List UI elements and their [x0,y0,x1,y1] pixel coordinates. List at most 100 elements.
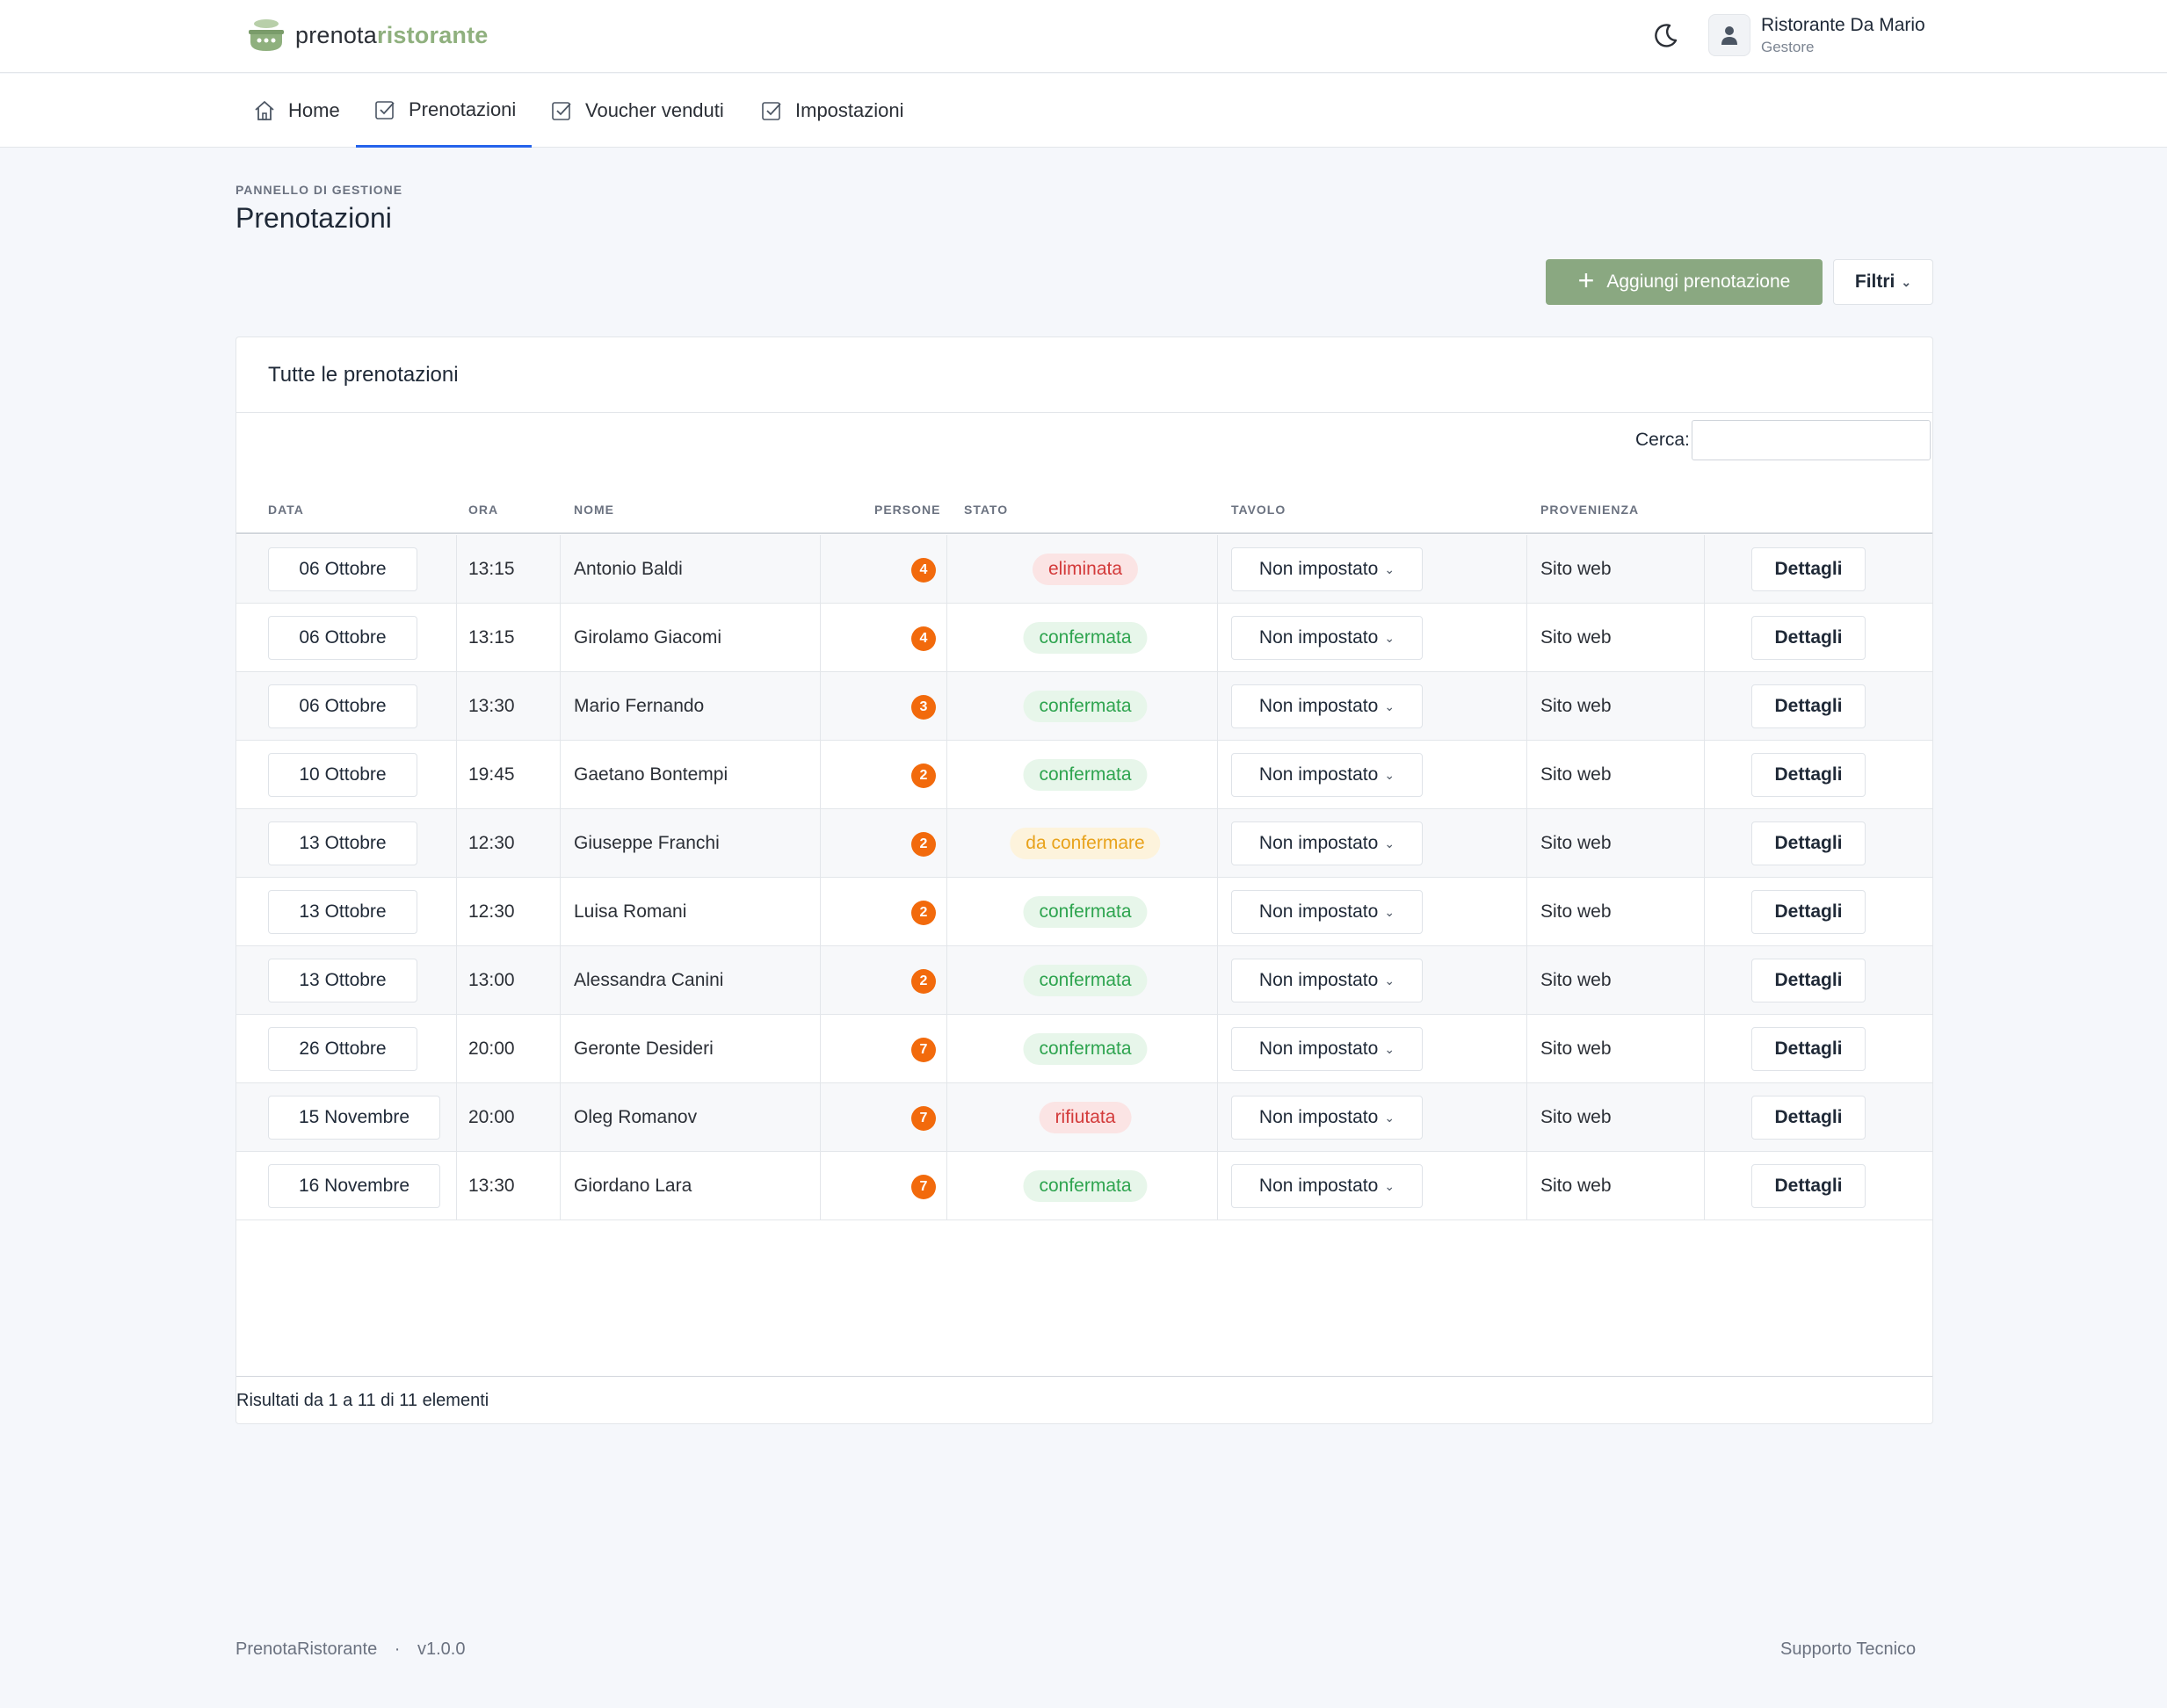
details-button[interactable]: Dettagli [1751,616,1866,660]
people-badge: 7 [911,1175,936,1199]
chevron-down-icon: ⌄ [1384,1041,1395,1056]
column-divider [1704,878,1705,945]
table-select-dropdown[interactable]: Non impostato ⌄ [1231,616,1423,660]
check-square-icon [762,102,781,120]
name-cell: Antonio Baldi [574,559,683,579]
column-divider [1217,1015,1218,1082]
user-menu[interactable]: Ristorante Da Mario Gestore [1708,14,1925,56]
name-cell: Alessandra Canini [574,970,724,990]
avatar [1708,14,1750,56]
date-button[interactable]: 13 Ottobre [268,959,417,1002]
date-button[interactable]: 26 Ottobre [268,1027,417,1071]
search-label: Cerca: [1635,430,1690,450]
col-data[interactable]: DATA [268,503,304,517]
filter-dropdown-button[interactable]: Filtri ⌄ [1833,259,1933,305]
table-select-dropdown[interactable]: Non impostato ⌄ [1231,753,1423,797]
table-row: 15 Novembre 20:00 Oleg Romanov 7 rifiutata No… [236,1083,1932,1152]
nav-item-voucher[interactable]: Voucher venduti [550,74,724,148]
column-divider [820,604,821,671]
people-badge: 7 [911,1038,936,1062]
column-divider [560,672,561,740]
table-select-dropdown[interactable]: Non impostato ⌄ [1231,821,1423,865]
column-divider [946,672,947,740]
add-reservation-button[interactable]: + Aggiungi prenotazione [1546,259,1823,305]
details-button[interactable]: Dettagli [1751,753,1866,797]
column-divider [1217,878,1218,945]
date-button[interactable]: 13 Ottobre [268,821,417,865]
source-cell: Sito web [1540,627,1612,648]
column-divider [560,878,561,945]
date-button[interactable]: 10 Ottobre [268,753,417,797]
col-nome[interactable]: NOME [574,503,614,517]
people-badge: 2 [911,901,936,925]
time-cell: 13:15 [468,627,515,648]
table-select-dropdown[interactable]: Non impostato ⌄ [1231,1027,1423,1071]
app-version: v1.0.0 [417,1639,466,1659]
user-name: Ristorante Da Mario [1761,14,1925,35]
name-cell: Gaetano Bontempi [574,764,728,785]
table-row: 06 Ottobre 13:30 Mario Fernando 3 confermata… [236,672,1932,741]
footer-separator: · [394,1639,401,1659]
column-divider [560,809,561,877]
chevron-down-icon: ⌄ [1384,836,1395,850]
status-badge: rifiutata [1039,1102,1132,1133]
table-select-dropdown[interactable]: Non impostato ⌄ [1231,684,1423,728]
column-divider [1217,1152,1218,1219]
brand-name: prenotaristorante [295,21,489,48]
date-button[interactable]: 06 Ottobre [268,616,417,660]
table-select-dropdown[interactable]: Non impostato ⌄ [1231,1096,1423,1140]
col-stato[interactable]: STATO [964,503,1009,517]
column-divider [946,535,947,603]
top-bar: prenotaristorante Ristorante Da Mario Ge… [0,0,2167,73]
search-input[interactable] [1692,420,1931,460]
column-divider [820,741,821,808]
column-divider [1704,535,1705,603]
nav-item-home[interactable]: Home [253,74,340,148]
details-button[interactable]: Dettagli [1751,1096,1866,1140]
details-button[interactable]: Dettagli [1751,1164,1866,1208]
date-button[interactable]: 16 Novembre [268,1164,440,1208]
details-button[interactable]: Dettagli [1751,684,1866,728]
column-divider [1704,809,1705,877]
col-provenienza[interactable]: PROVENIENZA [1540,503,1640,517]
column-divider [820,809,821,877]
table-select-dropdown[interactable]: Non impostato ⌄ [1231,1164,1423,1208]
column-divider [820,1015,821,1082]
col-tavolo[interactable]: TAVOLO [1231,503,1286,517]
source-cell: Sito web [1540,559,1612,579]
details-button[interactable]: Dettagli [1751,890,1866,934]
col-persone[interactable]: PERSONE [874,503,941,517]
nav-item-prenotazioni[interactable]: Prenotazioni [356,74,533,148]
details-button[interactable]: Dettagli [1751,547,1866,591]
results-info: Risultati da 1 a 11 di 11 elementi [236,1376,1932,1423]
column-divider [946,1015,947,1082]
time-cell: 20:00 [468,1039,515,1059]
nav-item-impostazioni[interactable]: Impostazioni [760,74,904,148]
details-button[interactable]: Dettagli [1751,821,1866,865]
table-select-dropdown[interactable]: Non impostato ⌄ [1231,547,1423,591]
table-select-dropdown[interactable]: Non impostato ⌄ [1231,959,1423,1002]
details-button[interactable]: Dettagli [1751,959,1866,1002]
table-select-dropdown[interactable]: Non impostato ⌄ [1231,890,1423,934]
date-button[interactable]: 06 Ottobre [268,547,417,591]
col-ora[interactable]: ORA [468,503,499,517]
column-divider [1526,1015,1527,1082]
nav-item-label: Impostazioni [795,99,904,121]
column-divider [1704,604,1705,671]
column-divider [456,672,457,740]
support-link[interactable]: Supporto Tecnico [1780,1639,1917,1659]
name-cell: Luisa Romani [574,901,687,922]
date-button[interactable]: 13 Ottobre [268,890,417,934]
source-cell: Sito web [1540,1176,1612,1196]
moon-icon[interactable] [1650,21,1680,51]
column-divider [820,1083,821,1151]
date-button[interactable]: 06 Ottobre [268,684,417,728]
column-divider [1217,672,1218,740]
details-button[interactable]: Dettagli [1751,1027,1866,1071]
source-cell: Sito web [1540,901,1612,922]
status-badge: eliminata [1032,554,1139,585]
brand-logo[interactable]: prenotaristorante [246,16,489,54]
column-divider [456,1152,457,1219]
app-name: PrenotaRistorante [236,1639,378,1659]
date-button[interactable]: 15 Novembre [268,1096,440,1140]
